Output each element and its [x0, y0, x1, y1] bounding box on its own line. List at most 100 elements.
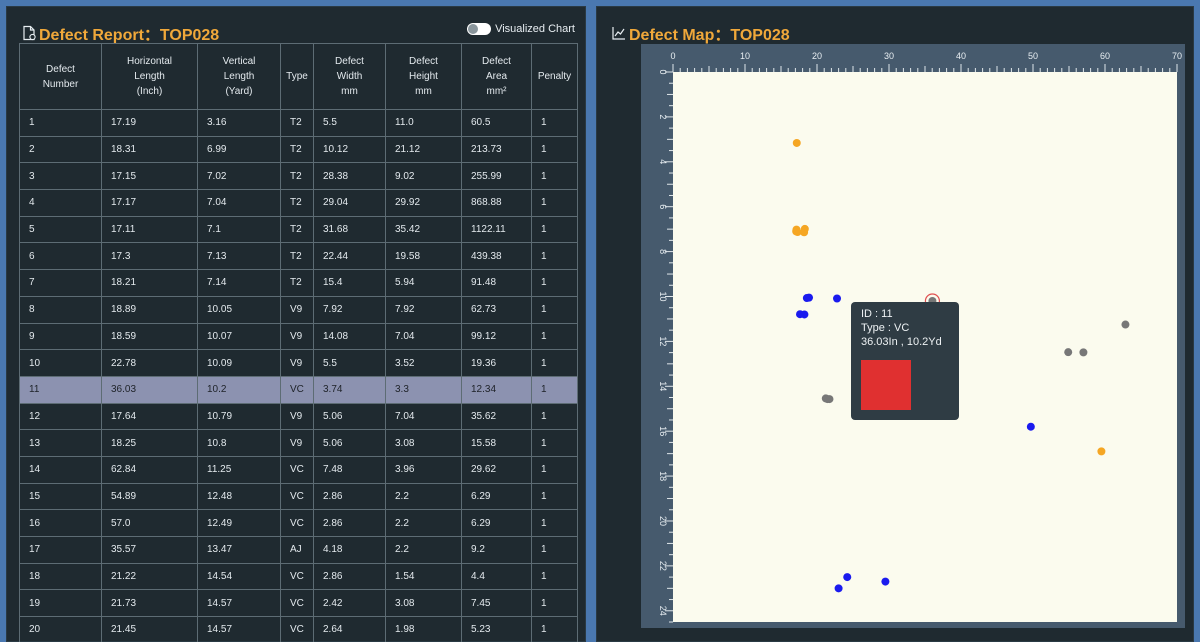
column-header-line: Width	[336, 71, 363, 82]
table-row[interactable]: 16 57.0 12.49 VC 2.86 2.2 6.29 1	[19, 509, 578, 537]
y-tick-label: 0	[658, 69, 668, 74]
column-header-line: Penalty	[537, 71, 572, 82]
column-header-line: Horizontal	[126, 56, 173, 67]
table-cell: 18	[19, 562, 102, 591]
defect-point[interactable]	[792, 138, 801, 147]
defect-point[interactable]	[1097, 447, 1106, 456]
table-row[interactable]: 18 21.22 14.54 VC 2.86 1.54 4.4 1	[19, 562, 578, 591]
table-cell: 1	[531, 429, 578, 457]
table-cell: 10.07	[197, 322, 281, 351]
table-cell: 36.03	[101, 375, 198, 404]
table-cell: 255.99	[461, 162, 532, 191]
column-header-line: Length	[223, 71, 255, 82]
table-row[interactable]: 4 17.17 7.04 T2 29.04 29.92 868.88 1	[19, 189, 578, 217]
defect-point[interactable]	[1079, 348, 1088, 357]
table-row[interactable]: 14 62.84 11.25 VC 7.48 3.96 29.62 1	[19, 455, 578, 484]
table-cell: 1	[531, 562, 578, 591]
column-header-line: Defect	[46, 63, 75, 75]
defect-point[interactable]	[1064, 348, 1073, 357]
tooltip-coords: 36.03In , 10.2Yd	[861, 336, 942, 348]
table-row[interactable]: 15 54.89 12.48 VC 2.86 2.2 6.29 1	[19, 482, 578, 511]
table-cell: 3.74	[313, 375, 386, 404]
table-cell: 15	[19, 482, 102, 511]
table-cell: 10.09	[197, 349, 281, 377]
x-tick-label: 70	[1172, 51, 1182, 61]
column-header-line: mm	[341, 86, 358, 97]
column-header-line: Type	[286, 71, 308, 82]
table-cell: T2	[280, 109, 314, 137]
table-cell: 7.13	[197, 242, 281, 271]
table-cell: 6.29	[461, 482, 532, 511]
tooltip-type: Type : VC	[861, 322, 910, 334]
table-cell: 21.22	[101, 562, 198, 591]
defect-point[interactable]	[833, 294, 842, 303]
defect-point[interactable]	[834, 584, 843, 593]
table-cell: 31.68	[313, 215, 386, 244]
table-cell: 1	[531, 162, 578, 191]
table-row[interactable]: 10 22.78 10.09 V9 5.5 3.52 19.36 1	[19, 349, 578, 377]
defect-point[interactable]	[881, 577, 890, 586]
defect-point[interactable]	[800, 228, 809, 237]
table-cell: 35.42	[385, 215, 462, 244]
visualized-chart-toggle[interactable]: Visualized Chart	[467, 23, 575, 35]
table-row[interactable]: 20 21.45 14.57 VC 2.64 1.98 5.23 1	[19, 616, 578, 642]
defect-point[interactable]	[1121, 320, 1130, 329]
table-row[interactable]: 12 17.64 10.79 V9 5.06 7.04 35.62 1	[19, 402, 578, 431]
table-cell: 7.02	[197, 162, 281, 191]
table-row[interactable]: 19 21.73 14.57 VC 2.42 3.08 7.45 1	[19, 589, 578, 618]
table-cell: 8	[19, 295, 102, 324]
defect-map-chart[interactable]: 0 10 20 30 40 50 60 70 0 2 4 6 8 10 12 14 16 18 20 22 24 ID …	[641, 44, 1185, 628]
table-row[interactable]: 17 35.57 13.47 AJ 4.18 2.2 9.2 1	[19, 536, 578, 564]
table-row[interactable]: 9 18.59 10.07 V9 14.08 7.04 99.12 1	[19, 322, 578, 351]
table-cell: 1	[531, 295, 578, 324]
table-row[interactable]: 1 17.19 3.16 T2 5.5 11.0 60.5 1	[19, 109, 578, 137]
y-tick-label: 2	[658, 114, 668, 119]
table-cell: 7.1	[197, 215, 281, 244]
defect-map-title: Defect Map：TOP028	[611, 21, 790, 45]
table-row[interactable]: 11 36.03 10.2 VC 3.74 3.3 12.34 1	[19, 375, 578, 404]
table-row[interactable]: 3 17.15 7.02 T2 28.38 9.02 255.99 1	[19, 162, 578, 191]
table-row[interactable]: 2 18.31 6.99 T2 10.12 21.12 213.73 1	[19, 135, 578, 164]
table-cell: 1122.11	[461, 215, 532, 244]
chart-icon	[612, 27, 625, 40]
table-row[interactable]: 6 17.3 7.13 T2 22.44 19.58 439.38 1	[19, 242, 578, 271]
table-row[interactable]: 8 18.89 10.05 V9 7.92 7.92 62.73 1	[19, 295, 578, 324]
toggle-switch[interactable]	[467, 23, 492, 35]
table-cell: 13	[19, 429, 102, 457]
table-cell: 54.89	[101, 482, 198, 511]
table-cell: 1	[531, 322, 578, 351]
table-cell: 10	[19, 349, 102, 377]
table-cell: 20	[19, 616, 102, 642]
defect-point[interactable]	[802, 294, 811, 303]
table-cell: V9	[280, 349, 314, 377]
defect-point[interactable]	[1026, 422, 1035, 431]
table-cell: T2	[280, 242, 314, 271]
column-header-line: Vertical	[222, 56, 256, 67]
table-row[interactable]: 5 17.11 7.1 T2 31.68 35.42 1122.11 1	[19, 215, 578, 244]
defect-point[interactable]	[843, 573, 852, 582]
table-cell: 3	[19, 162, 102, 191]
defect-map-panel: Defect Map：TOP028 0 10 20 30 40 50 60 70 0 2 4 6 8 10…	[596, 6, 1194, 642]
column-header: Defect Height mm	[385, 43, 462, 110]
table-row[interactable]: 13 18.25 10.8 V9 5.06 3.08 15.58 1	[19, 429, 578, 457]
table-cell: 3.16	[197, 109, 281, 137]
table-cell: 57.0	[101, 509, 198, 537]
defect-point[interactable]	[823, 395, 832, 404]
table-cell: 99.12	[461, 322, 532, 351]
table-cell: 9.2	[461, 536, 532, 564]
table-cell: 5.5	[313, 109, 386, 137]
defect-point[interactable]	[793, 228, 802, 237]
table-cell: 11.0	[385, 109, 462, 137]
table-cell: 1	[531, 109, 578, 137]
table-cell: 35.62	[461, 402, 532, 431]
table-cell: 14.57	[197, 589, 281, 618]
table-cell: 15.58	[461, 429, 532, 457]
table-cell: 7.92	[385, 295, 462, 324]
table-row[interactable]: 7 18.21 7.14 T2 15.4 5.94 91.48 1	[19, 269, 578, 297]
defect-point[interactable]	[800, 310, 809, 319]
table-cell: 2.86	[313, 482, 386, 511]
table-cell: 10.79	[197, 402, 281, 431]
column-header-line: (Inch)	[136, 86, 163, 97]
table-cell: T2	[280, 189, 314, 217]
table-cell: 11	[19, 375, 102, 404]
